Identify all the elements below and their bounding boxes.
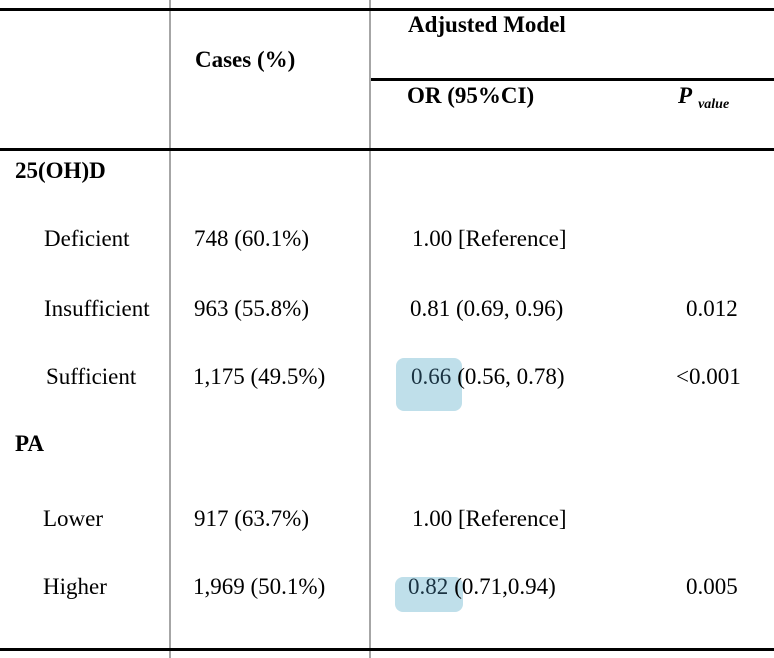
row-higher-cases: 1,969 (50.1%): [193, 574, 326, 599]
header-cases: Cases (%): [195, 47, 296, 72]
row-sufficient-or-value: 0.66: [411, 364, 452, 389]
row-sufficient-label: Sufficient: [46, 364, 137, 389]
row-lower-or: 1.00 [Reference]: [412, 506, 567, 531]
row-insufficient-p: 0.012: [686, 296, 738, 321]
row-insufficient-or: 0.81 (0.69, 0.96): [410, 296, 564, 321]
row-higher-p: 0.005: [686, 574, 738, 599]
row-lower-cases: 917 (63.7%): [194, 506, 309, 531]
row-deficient-or: 1.00 [Reference]: [412, 226, 567, 251]
highlight-higher-or: [395, 577, 463, 612]
row-higher-or: 0.82 (0.71,0.94): [408, 575, 556, 598]
p-subscript: value: [698, 97, 730, 112]
row-lower-label: Lower: [43, 506, 104, 531]
row-higher-or-ci: (0.71,0.94): [454, 574, 556, 599]
row-insufficient-cases: 963 (55.8%): [194, 296, 309, 321]
column-divider-right: [369, 0, 371, 658]
column-divider-left: [169, 0, 171, 658]
row-deficient-label: Deficient: [44, 226, 130, 251]
row-insufficient-label: Insufficient: [44, 296, 150, 321]
row-sufficient-cases: 1,175 (49.5%): [193, 364, 326, 389]
row-higher-label: Higher: [43, 574, 107, 599]
p-symbol: P: [678, 83, 693, 108]
header-bottom-rule: [0, 148, 774, 151]
header-adjusted-model: Adjusted Model: [408, 12, 566, 37]
header-or-ci: OR (95%CI): [407, 83, 535, 108]
adjusted-model-underline-rule: [371, 78, 774, 81]
row-deficient-cases: 748 (60.1%): [194, 226, 309, 251]
highlight-sufficient-or: [396, 358, 462, 411]
table-top-rule: [0, 8, 774, 11]
row-sufficient-or-ci: (0.56, 0.78): [457, 364, 565, 389]
table-bottom-rule: [0, 648, 774, 651]
group-header-25ohd: 25(OH)D: [15, 158, 106, 183]
row-sufficient-p: <0.001: [676, 364, 741, 389]
group-header-pa: PA: [15, 431, 44, 456]
row-sufficient-or: 0.66 (0.56, 0.78): [411, 365, 565, 388]
row-higher-or-value: 0.82: [408, 574, 449, 599]
